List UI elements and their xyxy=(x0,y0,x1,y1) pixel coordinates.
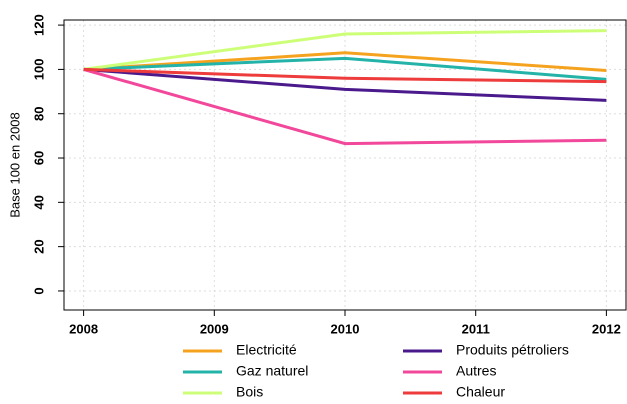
y-tick-label: 120 xyxy=(31,14,46,36)
x-tick-label: 2011 xyxy=(462,321,490,336)
y-tick-label: 80 xyxy=(31,106,46,120)
x-tick-label: 2008 xyxy=(69,321,98,336)
legend-label: Electricité xyxy=(236,342,297,358)
series-line xyxy=(83,67,607,84)
series-line xyxy=(83,56,607,81)
x-tick-label: 2012 xyxy=(592,321,621,336)
series-line xyxy=(83,67,607,102)
y-tick-label: 100 xyxy=(31,59,46,81)
legend-label: Gaz naturel xyxy=(236,363,308,379)
plot-frame xyxy=(63,19,627,311)
series-line xyxy=(83,29,607,71)
legend-label: Autres xyxy=(456,363,496,379)
x-tick-label: 2010 xyxy=(331,321,360,336)
legend-label: Produits pétroliers xyxy=(456,342,569,358)
y-tick-label: 60 xyxy=(31,151,46,165)
series-line xyxy=(83,51,607,73)
y-axis-label: Base 100 en 2008 xyxy=(7,112,22,218)
x-tick-label: 2009 xyxy=(200,321,229,336)
y-tick-label: 20 xyxy=(31,239,46,253)
y-tick-label: 40 xyxy=(31,195,46,209)
legend-label: Bois xyxy=(236,384,263,400)
legend-label: Chaleur xyxy=(456,384,505,400)
series-line xyxy=(83,67,607,146)
y-tick-label: 0 xyxy=(31,287,46,294)
